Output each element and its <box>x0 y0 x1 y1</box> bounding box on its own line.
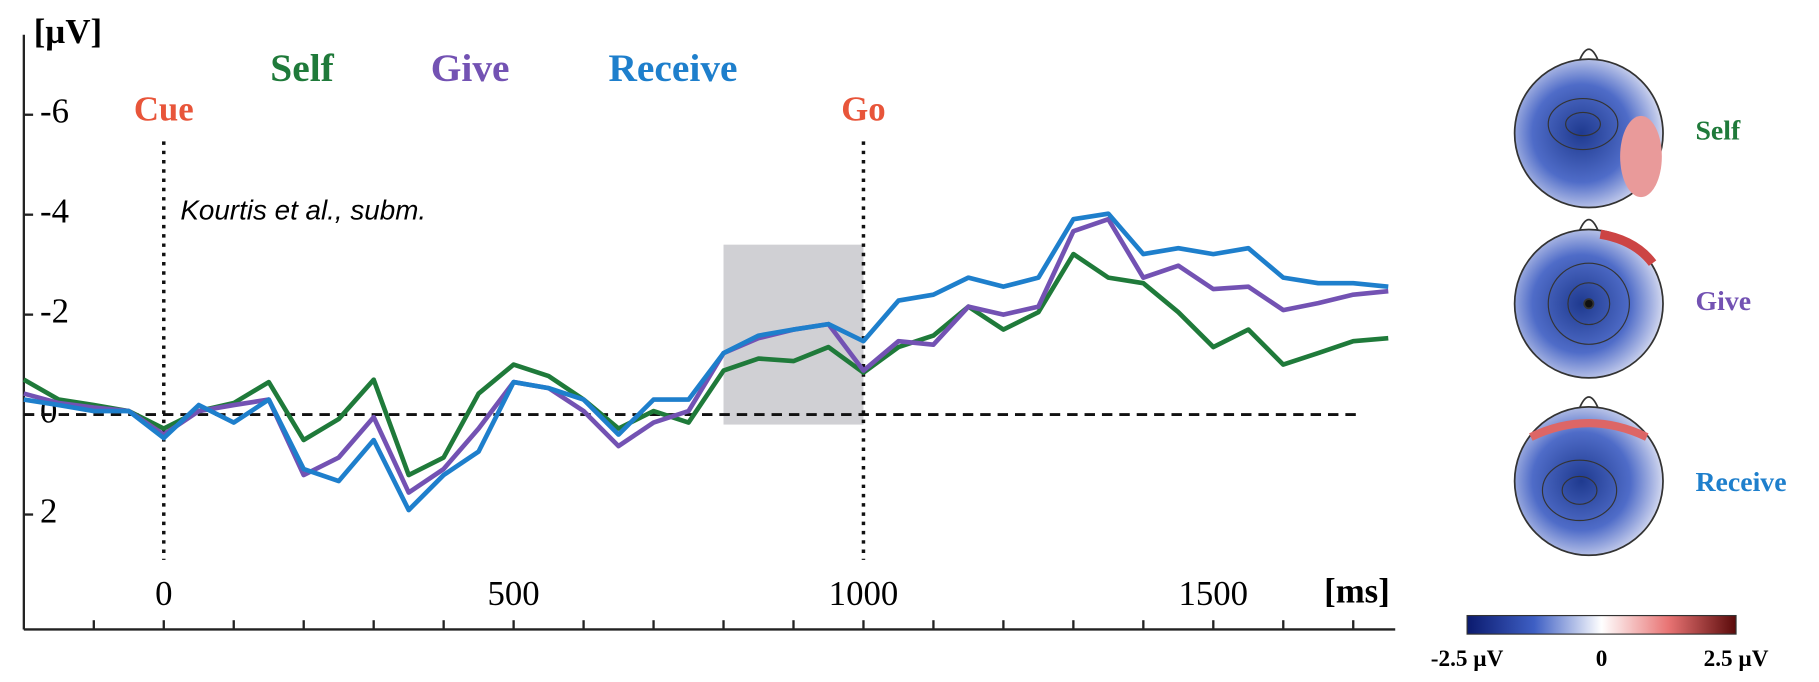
series-line <box>23 211 1389 513</box>
legend-entry: Receive <box>608 46 737 90</box>
event-label: Go <box>841 89 885 128</box>
colorbar-tick-label: 2.5 µV <box>1704 646 1769 672</box>
x-tick-label: 1000 <box>829 574 899 613</box>
y-tick-label: -2 <box>40 292 69 331</box>
topomap-label: Receive <box>1695 467 1786 498</box>
series-line <box>23 216 1389 495</box>
legend-entry: Give <box>431 46 510 90</box>
x-tick-label: 0 <box>155 574 172 613</box>
topomap-label: Self <box>1695 116 1741 147</box>
y-tick-label: -6 <box>40 92 69 131</box>
highlight-region <box>723 244 864 425</box>
event-label: Cue <box>134 89 194 128</box>
colorbar-tick-label: 0 <box>1596 646 1608 672</box>
annotation: Kourtis et al., subm. <box>180 194 426 225</box>
x-tick-label: 500 <box>488 574 540 613</box>
x-axis-label: [ms] <box>1324 572 1390 611</box>
y-tick-label: -4 <box>40 192 69 231</box>
topomap-heads <box>1513 48 1664 557</box>
colorbar-tick-label: -2.5 µV <box>1431 646 1504 672</box>
colorbar <box>1466 614 1737 635</box>
y-tick-label: 2 <box>40 492 57 531</box>
x-tick-label: 1500 <box>1179 574 1249 613</box>
legend-entry: Self <box>270 46 334 90</box>
y-axis-label: [µV] <box>34 12 102 51</box>
topomap-label: Give <box>1695 286 1751 317</box>
series-line <box>22 251 1389 478</box>
